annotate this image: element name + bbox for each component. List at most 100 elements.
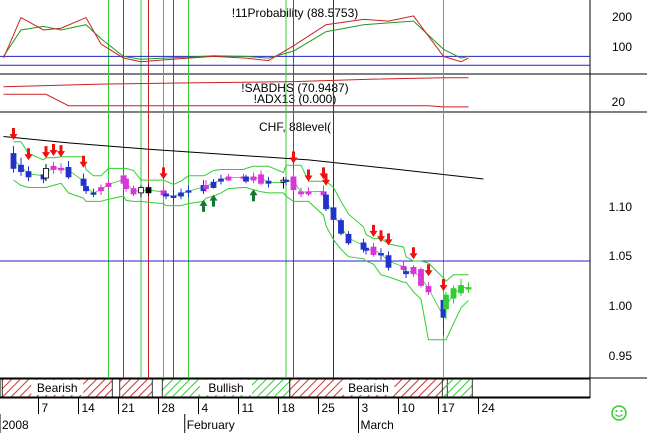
x-tick-label-4: 4 — [202, 401, 209, 415]
price-tick-0-95: 0.95 — [609, 349, 633, 363]
candle-body-2008-02-06 — [210, 181, 217, 188]
x-tick-label-5: 11 — [242, 401, 255, 415]
adx-tick-20: 20 — [612, 95, 626, 109]
x-axis: 7 14 21 28 4 11 18 25 3 10 17 24 2008 February March — [0, 397, 590, 433]
trend-label-bg-0 — [31, 380, 84, 395]
candle-body-2008-02-05 — [203, 185, 209, 190]
trend-segment-bullish-4 — [441, 378, 473, 398]
candle-body-2008-01-11 — [65, 166, 72, 178]
candle-body-2008-02-14 — [258, 174, 264, 184]
sell-arrow-2008-01-02 — [9, 128, 18, 141]
candle-body-2008-02-27 — [330, 207, 337, 220]
sell-arrow-2008-02-26 — [322, 173, 330, 186]
candle-body-2008-03-07 — [385, 255, 392, 268]
probability-green-line — [3, 20, 469, 60]
sell-arrow-2008-01-04 — [24, 148, 33, 161]
sell-arrow-2008-02-20 — [289, 151, 298, 164]
sell-arrow-2008-01-28 — [159, 167, 168, 180]
long-moving-average — [3, 136, 484, 180]
candle-body-2008-01-30 — [170, 195, 177, 198]
candle-body-2008-03-11 — [403, 271, 409, 275]
price-plot — [0, 128, 590, 341]
candle-body-2008-03-18 — [443, 294, 449, 310]
adx-panel-overlap-title: !SABDHS (70.9487) — [241, 81, 348, 95]
x-tick-label-10: 17 — [442, 401, 456, 415]
candle-body-2008-01-04 — [25, 171, 32, 178]
prob-tick-100: 100 — [612, 40, 632, 54]
x-tick-label-7: 25 — [322, 401, 336, 415]
trend-label-bearish: Bearish — [37, 381, 78, 395]
candle-body-2008-02-07 — [218, 178, 224, 182]
candle-body-2008-02-01 — [185, 190, 192, 193]
candle-body-2008-02-26 — [323, 194, 329, 210]
candle-body-2008-01-22 — [123, 178, 129, 190]
candle-body-2008-01-10 — [58, 167, 64, 171]
smiley-icon[interactable] — [611, 405, 627, 421]
sell-arrow-2008-03-14 — [424, 264, 433, 277]
candle-body-2008-01-18 — [105, 182, 112, 187]
envelope-upper — [13, 141, 469, 282]
sell-arrow-2008-01-14 — [79, 155, 88, 168]
adx-panel-title: !ADX13 (0.000) — [254, 92, 337, 106]
candle-body-2008-01-29 — [163, 193, 169, 197]
probability-red-line — [3, 15, 469, 63]
buy-arrow-2008-02-13 — [249, 189, 258, 202]
probability-plot — [0, 15, 590, 66]
candle-body-2008-03-05 — [370, 246, 377, 255]
buy-arrow-2008-02-04 — [199, 199, 208, 212]
price-tick-1-05: 1.05 — [609, 249, 633, 263]
trend-label-bg-2 — [200, 380, 252, 395]
month-label-1: February — [187, 418, 235, 432]
month-label-0: 2008 — [2, 418, 29, 432]
candle-body-2008-03-14 — [425, 286, 432, 293]
sell-arrow-2008-01-10 — [57, 145, 65, 158]
candle-body-2008-02-19 — [283, 179, 289, 182]
candle-body-2008-03-21 — [465, 287, 472, 290]
trend-label-bg-3 — [342, 380, 395, 395]
candle-body-2008-02-12 — [243, 176, 249, 182]
price-panel-title: CHF, 88level( — [259, 120, 331, 134]
sell-arrow-2008-03-05 — [369, 224, 378, 237]
trend-label-bearish: Bearish — [348, 381, 389, 395]
probability-panel-title: !11Probability (88.5753) — [232, 6, 359, 20]
buy-arrow-2008-02-06 — [209, 194, 218, 207]
adx-line — [3, 77, 469, 88]
candle-body-2008-01-14 — [80, 178, 87, 186]
price-tick-1-00: 1.00 — [609, 299, 633, 313]
candle-body-2008-01-25 — [145, 187, 152, 194]
sell-arrow-2008-03-12 — [409, 247, 418, 260]
price-tick-1-10: 1.10 — [609, 200, 633, 214]
candle-body-2008-01-03 — [18, 164, 24, 172]
candle-body-2008-02-20 — [290, 176, 297, 191]
candle-body-2008-02-13 — [250, 176, 257, 181]
candle-body-2008-02-08 — [225, 176, 232, 181]
x-tick-label-2: 21 — [122, 401, 136, 415]
candle-body-2008-03-13 — [418, 269, 424, 286]
candle-body-2008-02-15 — [265, 180, 272, 184]
candle-body-2008-03-06 — [378, 253, 384, 256]
candle-body-2008-01-16 — [90, 192, 97, 195]
x-tick-label-1: 14 — [82, 401, 96, 415]
candle-body-2008-02-28 — [338, 220, 344, 234]
adx-secondary-line — [3, 93, 469, 108]
candle-body-2008-01-15 — [83, 186, 89, 192]
x-tick-label-6: 18 — [282, 401, 296, 415]
x-tick-label-3: 28 — [162, 401, 176, 415]
month-label-2: March — [361, 418, 394, 432]
candle-body-2008-01-09 — [50, 165, 57, 170]
sell-arrow-2008-03-06 — [377, 230, 385, 243]
trend-band: Bearish Bullish Bearish — [0, 378, 591, 398]
adx-plot — [3, 77, 469, 108]
candle-body-2008-01-17 — [98, 187, 104, 192]
sell-arrow-2008-03-17 — [439, 279, 448, 292]
candle-body-2008-03-04 — [363, 247, 369, 251]
x-tick-label-11: 24 — [482, 401, 496, 415]
x-tick-label-0: 7 — [42, 401, 49, 415]
candle-body-2008-03-20 — [458, 285, 464, 294]
sell-arrow-2008-01-09 — [49, 144, 58, 157]
candle-body-2008-03-19 — [450, 288, 457, 299]
candle-body-2008-01-02 — [10, 153, 17, 169]
candle-body-2008-02-25 — [320, 191, 327, 196]
candle-body-2008-01-23 — [130, 188, 137, 195]
